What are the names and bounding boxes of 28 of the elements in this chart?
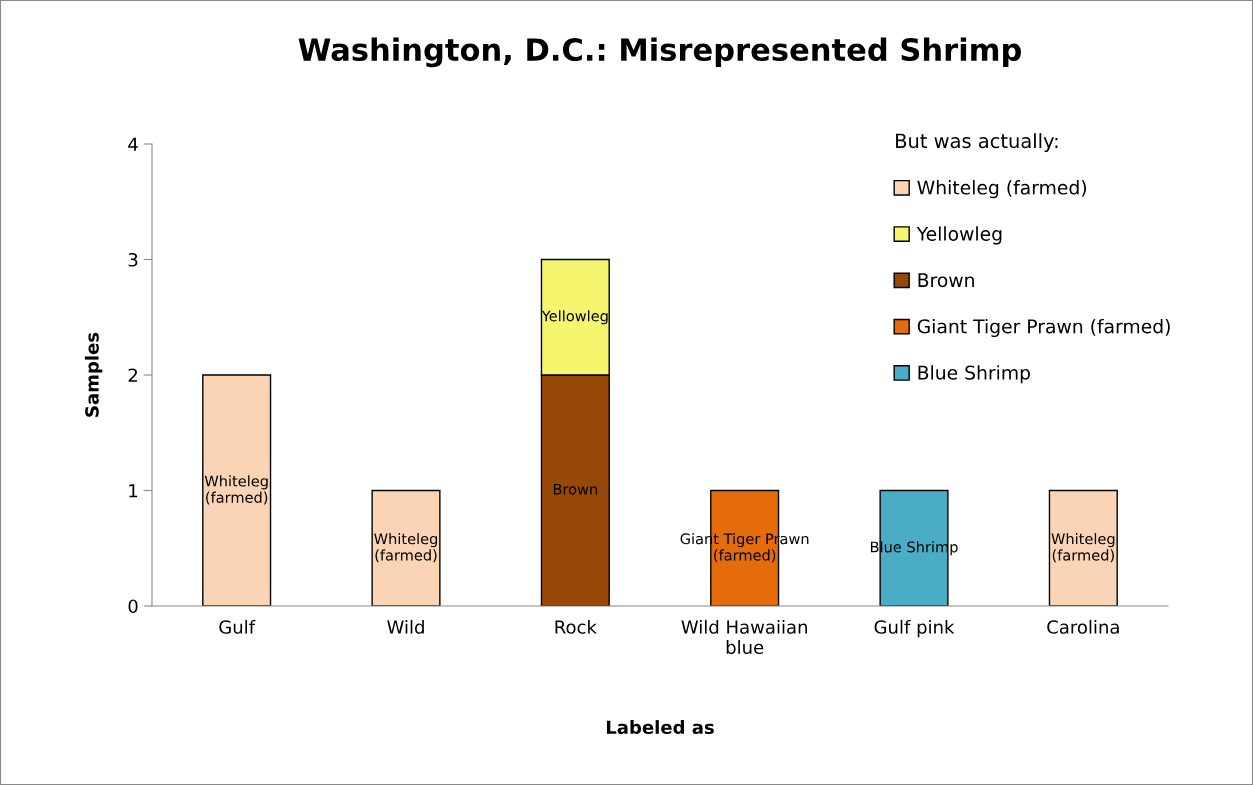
- x-tick-label: Rock: [555, 619, 597, 634]
- legend-label: Whiteleg (farmed): [917, 180, 1086, 199]
- y-tick-label: 0: [128, 599, 138, 614]
- data-label: Brown: [553, 483, 597, 495]
- y-tick-label: 2: [128, 368, 137, 382]
- y-tick-label: 4: [128, 137, 138, 151]
- data-label: Whiteleg (farmed): [1051, 533, 1115, 563]
- x-axis-title: Labeled as: [606, 720, 714, 735]
- y-tick-label: 3: [128, 252, 138, 267]
- data-label: Whiteleg (farmed): [374, 533, 438, 563]
- x-tick-label: Carolina: [1047, 619, 1119, 634]
- x-tick-label: Wild: [387, 619, 424, 634]
- data-label: Whiteleg (farmed): [204, 475, 268, 505]
- legend-label: Blue Shrimp: [918, 365, 1030, 384]
- x-tick-label: Wild Hawaiian blue: [681, 619, 807, 655]
- chart-title: Washington, D.C.: Misrepresented Shrimp: [298, 37, 1022, 68]
- legend-label: Yellowleg: [916, 226, 1002, 245]
- y-axis-title: Samples: [84, 332, 103, 417]
- y-tick-label: 1: [129, 484, 138, 498]
- data-label: Yellowleg: [541, 310, 608, 325]
- legend-label: Giant Tiger Prawn (farmed): [917, 318, 1170, 338]
- x-tick-label: Gulf pink: [874, 619, 955, 638]
- legend-label: Brown: [918, 273, 974, 288]
- bar: [371, 489, 441, 606]
- legend-title: But was actually:: [896, 133, 1058, 152]
- x-tick-label: Gulf: [219, 619, 256, 634]
- bar: [1048, 489, 1118, 606]
- bar: [202, 374, 272, 606]
